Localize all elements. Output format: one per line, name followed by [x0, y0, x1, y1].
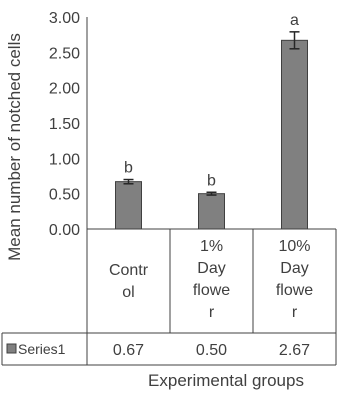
bar [115, 181, 142, 230]
y-tick-label: 0.00 [49, 222, 80, 239]
category-label: ol [122, 284, 134, 301]
x-axis-label: Experimental groups [148, 371, 304, 390]
y-tick-label: 2.00 [49, 81, 80, 98]
bar [281, 39, 308, 230]
category-label: r [209, 304, 215, 321]
significance-letter: b [207, 172, 216, 189]
category-label: flowe [276, 282, 313, 299]
significance-letter: b [124, 160, 133, 177]
legend-key-swatch [6, 343, 17, 354]
y-tick-label: 1.50 [49, 116, 80, 133]
category-label: 10% [278, 238, 310, 255]
y-tick-label: 3.00 [49, 10, 80, 27]
y-tick-label: 2.50 [49, 45, 80, 62]
significance-letter: a [290, 12, 299, 29]
y-tick-label: 1.00 [49, 151, 80, 168]
y-tick-label: 0.50 [49, 187, 80, 204]
category-label: 1% [200, 238, 223, 255]
category-label: Contr [109, 262, 149, 279]
data-table-value: 2.67 [279, 342, 310, 359]
category-label: Day [280, 260, 308, 277]
category-label: flowe [193, 282, 230, 299]
legend-key-label: Series1 [18, 341, 66, 357]
category-label: Day [197, 260, 225, 277]
y-axis-label: Mean number of notched cells [5, 33, 24, 261]
category-label: r [292, 304, 298, 321]
data-table-value: 0.67 [113, 342, 144, 359]
bar [198, 193, 225, 230]
data-table-value: 0.50 [196, 342, 227, 359]
